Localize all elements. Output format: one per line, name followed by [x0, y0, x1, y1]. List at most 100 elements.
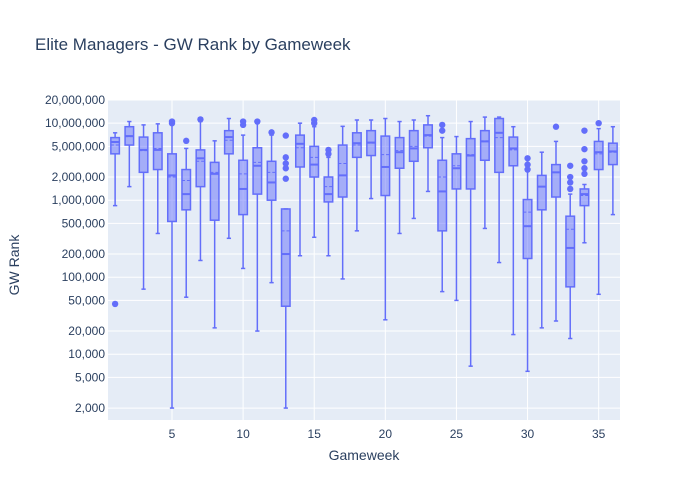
box-gw-27 — [479, 116, 490, 230]
box-gw-29 — [508, 125, 519, 336]
box-gw-16 — [323, 146, 334, 257]
x-tick-label: 25 — [450, 427, 464, 441]
x-tick-label: 30 — [521, 427, 535, 441]
iqr-box — [380, 135, 391, 197]
y-tick-label: 20,000 — [68, 324, 105, 338]
iqr-box — [508, 136, 519, 167]
outlier-point — [282, 160, 289, 167]
box-gw-4 — [152, 123, 163, 235]
box-gw-22 — [408, 119, 419, 220]
x-tick-label: 35 — [592, 427, 606, 441]
box-gw-3 — [138, 124, 149, 290]
iqr-box — [238, 159, 249, 216]
box-gw-10 — [238, 118, 249, 270]
outlier-point — [282, 165, 289, 172]
outlier-point — [168, 118, 176, 125]
iqr-box — [465, 137, 476, 190]
iqr-box — [280, 208, 291, 307]
box-gw-35 — [593, 119, 604, 296]
y-tick-label: 2,000 — [75, 401, 105, 415]
box-gw-18 — [351, 119, 362, 232]
outlier-point — [581, 127, 588, 134]
iqr-box — [536, 174, 547, 211]
x-tick-label: 5 — [169, 427, 176, 441]
box-gw-8 — [209, 140, 220, 329]
box-series — [110, 114, 618, 409]
iqr-box — [479, 129, 490, 162]
x-axis-ticks: 5 10 15 20 25 30 35 — [169, 427, 606, 441]
outlier-point — [282, 154, 289, 161]
outlier-point — [325, 146, 332, 154]
y-tick-label: 100,000 — [62, 270, 106, 284]
outlier-point — [581, 170, 588, 178]
outlier-point — [111, 300, 119, 308]
outlier-point — [439, 127, 446, 134]
box-gw-9 — [223, 117, 234, 240]
box-gw-31 — [536, 151, 547, 329]
outlier-point — [282, 132, 289, 139]
outlier-point — [524, 155, 531, 162]
y-tick-label: 5,000,000 — [52, 139, 106, 153]
box-gw-25 — [451, 135, 462, 302]
box-gw-20 — [380, 117, 391, 321]
iqr-box — [565, 215, 576, 288]
box-gw-15 — [309, 116, 320, 239]
x-tick-label: 15 — [308, 427, 322, 441]
box-gw-17 — [337, 125, 348, 280]
iqr-box — [494, 117, 505, 174]
y-tick-label: 200,000 — [62, 247, 106, 261]
outlier-point — [524, 161, 531, 168]
outlier-point — [567, 179, 574, 186]
box-gw-7 — [195, 116, 206, 262]
x-axis-title: Gameweek — [329, 447, 401, 463]
outlier-point — [595, 119, 602, 127]
box-gw-11 — [252, 118, 263, 332]
iqr-box — [309, 145, 320, 178]
box-gw-34 — [579, 127, 590, 244]
box-gw-30 — [522, 155, 533, 373]
plot-area — [108, 100, 620, 420]
iqr-box — [323, 176, 334, 203]
outlier-point — [254, 118, 261, 125]
outlier-point — [581, 145, 588, 153]
box-gw-6 — [181, 137, 192, 298]
box-gw-21 — [394, 120, 405, 235]
box-gw-28 — [494, 116, 505, 264]
box-gw-14 — [294, 122, 306, 257]
iqr-box — [294, 134, 306, 168]
iqr-box — [209, 161, 220, 221]
outlier-point — [439, 121, 446, 129]
iqr-box — [110, 136, 121, 155]
iqr-box — [451, 153, 462, 190]
y-tick-label: 1,000,000 — [52, 193, 106, 207]
box-gw-2 — [124, 120, 135, 188]
iqr-box — [337, 144, 348, 198]
outlier-point — [524, 166, 531, 173]
iqr-box — [223, 129, 234, 155]
y-tick-label: 500,000 — [62, 216, 106, 230]
outlier-point — [567, 162, 574, 169]
iqr-box — [252, 146, 263, 195]
box-gw-26 — [465, 120, 476, 367]
box-gw-12 — [266, 129, 277, 284]
iqr-box — [550, 163, 562, 198]
outlier-point — [268, 129, 275, 136]
iqr-box — [152, 132, 163, 171]
outlier-point — [567, 173, 574, 181]
outlier-point — [183, 137, 190, 145]
outlier-point — [282, 175, 289, 182]
iqr-box — [138, 136, 149, 174]
box-gw-5 — [166, 118, 178, 409]
y-tick-label: 2,000,000 — [52, 170, 106, 184]
outlier-point — [581, 158, 588, 165]
outlier-point — [552, 123, 560, 130]
box-gw-24 — [437, 121, 448, 293]
iqr-box — [579, 188, 590, 207]
box-gw-13 — [280, 132, 291, 409]
iqr-box — [437, 159, 448, 232]
outlier-point — [581, 165, 588, 172]
box-gw-1 — [110, 132, 121, 308]
box-gw-32 — [550, 123, 562, 322]
y-axis-title: GW Rank — [6, 234, 22, 296]
